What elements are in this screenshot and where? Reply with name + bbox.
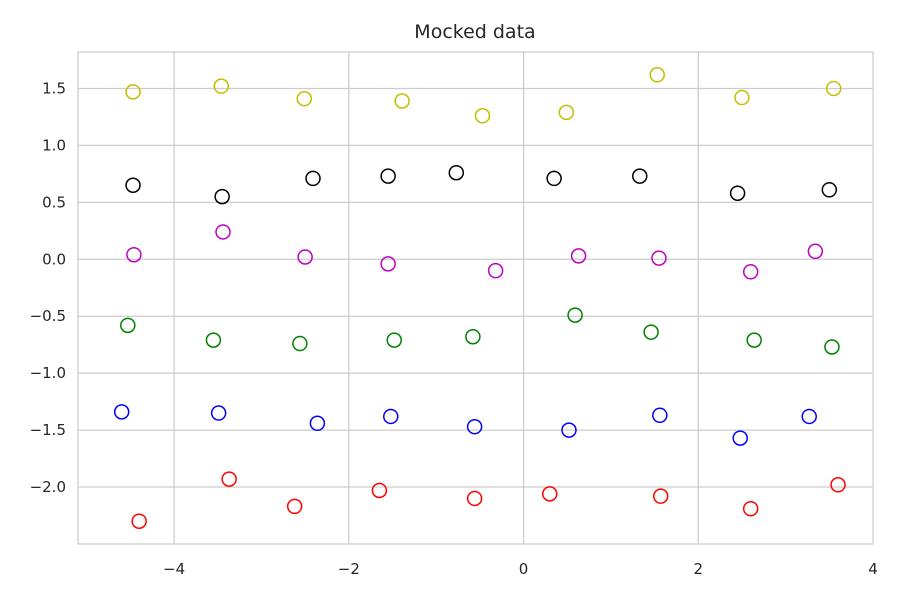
data-point: [126, 246, 142, 263]
data-point: [807, 243, 824, 260]
x-tick-label: 2: [694, 560, 704, 578]
data-point: [292, 335, 308, 352]
y-tick-label: −1.0: [30, 364, 66, 382]
data-point: [309, 415, 326, 432]
data-point: [570, 248, 587, 264]
data-point: [824, 339, 840, 355]
x-tick-label: 0: [519, 560, 529, 578]
data-point: [296, 90, 313, 107]
x-tick-label: −2: [338, 560, 360, 578]
data-point: [652, 488, 669, 504]
y-tick-label: −1.5: [30, 421, 66, 439]
chart-title: Mocked data: [414, 21, 535, 43]
data-point: [371, 482, 388, 499]
grid-lines: [78, 52, 873, 544]
data-point: [746, 332, 762, 348]
tick-labels: −4 −2 0 2 4 1.5 1.0 0.5 0.0 −0.5 −1.0 −1.5 −2.0: [30, 79, 878, 578]
y-tick-label: −2.0: [30, 478, 66, 496]
data-point: [210, 405, 227, 421]
data-point: [305, 170, 321, 187]
data-point: [830, 477, 846, 493]
plot-frame: [77, 51, 874, 545]
data-point: [205, 332, 222, 348]
data-point: [825, 80, 842, 97]
data-point: [558, 104, 575, 121]
data-point: [466, 418, 483, 435]
y-tick-label: 1.0: [42, 136, 66, 154]
data-point: [542, 486, 558, 502]
series-0: [125, 67, 842, 124]
data-point: [383, 408, 399, 425]
data-point: [649, 67, 665, 83]
data-point: [221, 471, 237, 487]
data-point: [394, 93, 410, 109]
data-point: [214, 188, 230, 205]
data-point: [643, 324, 659, 340]
data-point: [448, 164, 465, 181]
x-tick-label: 4: [868, 560, 878, 578]
data-point: [801, 408, 817, 425]
data-point: [213, 78, 230, 94]
data-point: [729, 185, 746, 201]
data-points: [113, 67, 846, 529]
data-point: [652, 407, 668, 424]
x-tick-label: −4: [163, 560, 185, 578]
data-point: [631, 168, 648, 184]
data-point: [567, 307, 583, 323]
data-point: [120, 317, 136, 334]
data-point: [386, 332, 403, 348]
series-4: [113, 404, 817, 446]
data-point: [546, 170, 562, 187]
data-point: [131, 513, 147, 529]
series-3: [120, 307, 840, 355]
data-point: [125, 177, 141, 193]
series-1: [125, 164, 838, 205]
data-point: [651, 250, 667, 266]
y-tick-label: 1.5: [42, 79, 66, 97]
data-point: [487, 262, 504, 279]
data-point: [474, 108, 491, 124]
data-point: [734, 89, 750, 106]
data-point: [561, 422, 577, 438]
data-point: [380, 168, 396, 184]
data-point: [215, 224, 231, 240]
data-point: [742, 264, 759, 280]
data-point: [286, 498, 303, 515]
y-tick-label: 0.5: [42, 193, 66, 211]
data-point: [742, 500, 759, 517]
data-point: [380, 256, 396, 272]
data-point: [297, 249, 313, 265]
data-point: [732, 430, 748, 446]
y-tick-label: −0.5: [30, 307, 66, 325]
series-5: [131, 471, 846, 529]
data-point: [465, 328, 481, 345]
y-tick-label: 0.0: [42, 250, 66, 268]
data-point: [821, 182, 838, 198]
data-point: [113, 404, 130, 420]
data-point: [125, 84, 141, 100]
series-2: [126, 224, 824, 280]
data-point: [466, 490, 483, 507]
